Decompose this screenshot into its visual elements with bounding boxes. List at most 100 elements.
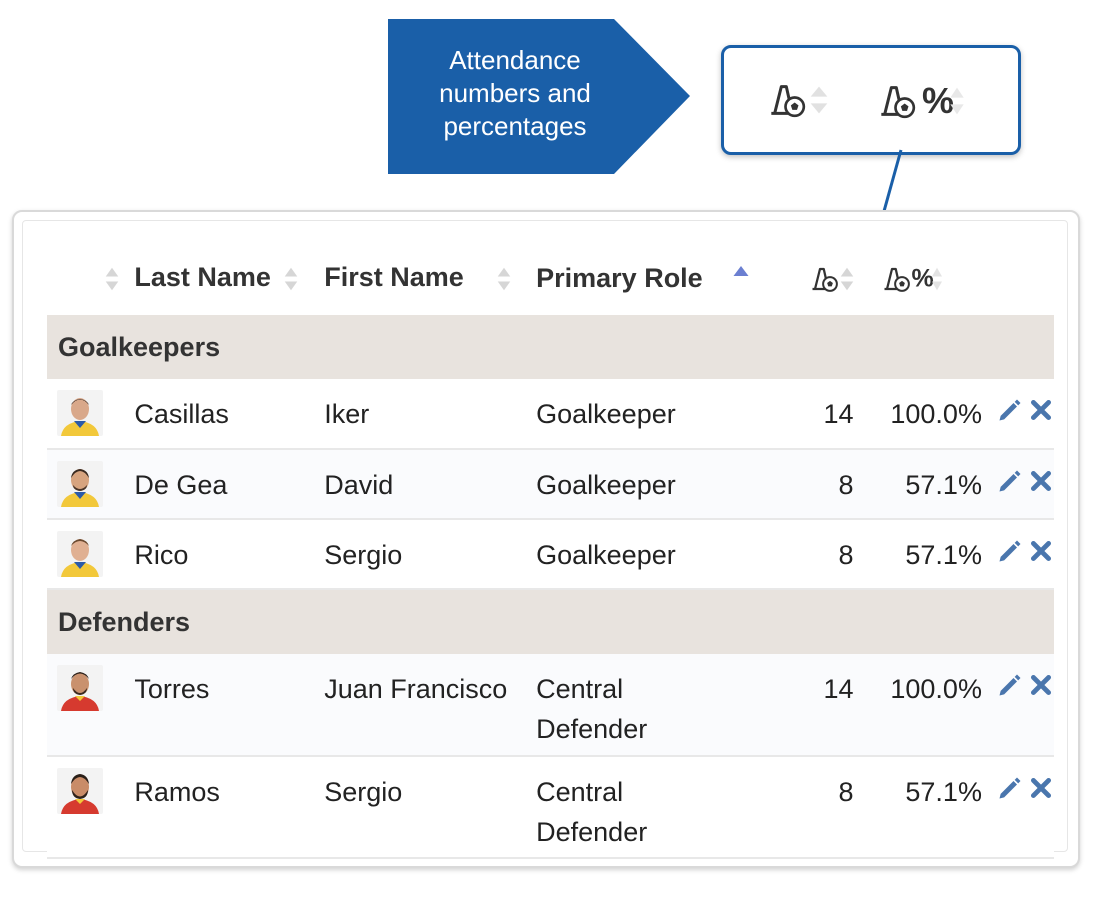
actions-cell bbox=[981, 379, 1054, 450]
first-name-cell: Sergio bbox=[324, 519, 537, 590]
delete-x-icon[interactable] bbox=[1028, 467, 1054, 495]
player-avatar-icon bbox=[57, 531, 103, 577]
group-label: Goalkeepers bbox=[47, 315, 1054, 379]
roster-panel: Last Name First Name Primary Role bbox=[12, 210, 1080, 868]
role-cell: Goalkeeper bbox=[536, 449, 785, 520]
actions-cell bbox=[981, 449, 1054, 520]
table-row[interactable]: Torres Juan Francisco Central Defender 1… bbox=[47, 654, 1054, 757]
last-name: De Gea bbox=[134, 470, 228, 500]
first-name-cell: Juan Francisco bbox=[324, 654, 537, 757]
player-photo-cell bbox=[47, 654, 135, 757]
actions-cell bbox=[981, 756, 1054, 859]
group-label: Defenders bbox=[47, 589, 1054, 654]
zoom-percent-label: % bbox=[922, 80, 955, 121]
edit-pencil-icon[interactable] bbox=[996, 537, 1024, 565]
zoom-attendance-header bbox=[768, 80, 830, 120]
player-photo-cell bbox=[47, 379, 135, 450]
header-last-name[interactable]: Last Name bbox=[134, 241, 324, 315]
table-row[interactable]: Ramos Sergio Central Defender 8 57.1% bbox=[47, 756, 1054, 859]
primary-role: Goalkeeper bbox=[536, 470, 676, 500]
player-photo-cell bbox=[47, 449, 135, 520]
avatar bbox=[57, 390, 103, 436]
callout-text: Attendance numbers and percentages bbox=[388, 44, 642, 143]
group-row-defenders: Defenders bbox=[47, 589, 1054, 654]
edit-pencil-icon[interactable] bbox=[996, 671, 1024, 699]
delete-x-icon[interactable] bbox=[1028, 671, 1054, 699]
first-name: Sergio bbox=[324, 540, 403, 570]
table-header-row: Last Name First Name Primary Role bbox=[47, 241, 1054, 315]
edit-pencil-icon[interactable] bbox=[996, 467, 1024, 495]
header-last-name-label: Last Name bbox=[134, 262, 271, 293]
header-primary-role-label: Primary Role bbox=[536, 262, 703, 293]
attendance-cell: 8 bbox=[784, 449, 854, 520]
delete-x-icon[interactable] bbox=[1028, 537, 1054, 565]
cone-ball-icon bbox=[771, 85, 806, 118]
player-avatar-icon bbox=[57, 390, 103, 436]
attendance-percent: 100.0% bbox=[890, 674, 982, 704]
primary-role: Goalkeeper bbox=[536, 399, 676, 429]
sort-arrows-icon bbox=[840, 267, 853, 291]
first-name-cell: Sergio bbox=[324, 756, 537, 859]
attendance-cell: 8 bbox=[784, 519, 854, 590]
table-row[interactable]: Casillas Iker Goalkeeper 14 100.0% bbox=[47, 379, 1054, 450]
cone-ball-icon bbox=[884, 267, 910, 292]
header-photo[interactable] bbox=[47, 241, 134, 315]
sort-arrows-icon bbox=[105, 267, 119, 291]
primary-role: Goalkeeper bbox=[536, 540, 676, 570]
sort-arrows-icon bbox=[931, 267, 942, 291]
header-first-name-label: First Name bbox=[324, 262, 464, 293]
sort-arrows-icon bbox=[950, 87, 964, 115]
roster-table: Last Name First Name Primary Role bbox=[47, 241, 1054, 859]
player-photo-cell bbox=[47, 756, 135, 859]
cone-ball-icon bbox=[881, 86, 916, 119]
group-row-goalkeepers: Goalkeepers bbox=[47, 315, 1054, 379]
roster-panel-inner: Last Name First Name Primary Role bbox=[22, 220, 1068, 859]
primary-role-line-1: Central bbox=[536, 777, 624, 807]
header-attendance-percent[interactable]: % bbox=[854, 241, 982, 315]
role-cell: Goalkeeper bbox=[536, 519, 785, 590]
percent-cell: 57.1% bbox=[853, 756, 982, 859]
last-name-cell: Rico bbox=[134, 519, 325, 590]
sort-arrows-icon bbox=[810, 86, 828, 114]
first-name-cell: Iker bbox=[324, 379, 537, 450]
last-name-cell: Ramos bbox=[134, 756, 325, 859]
callout-line-1: Attendance bbox=[449, 45, 581, 75]
primary-role-line-2: Defender bbox=[536, 817, 648, 847]
header-first-name[interactable]: First Name bbox=[324, 241, 536, 315]
sort-ascending-icon bbox=[733, 265, 749, 276]
player-avatar-icon bbox=[57, 461, 103, 507]
attendance-cell: 14 bbox=[784, 379, 854, 450]
table-row[interactable]: De Gea David Goalkeeper 8 57.1% bbox=[47, 449, 1054, 520]
cone-ball-icon bbox=[812, 267, 838, 292]
edit-pencil-icon[interactable] bbox=[996, 774, 1024, 802]
header-percent-label: % bbox=[911, 264, 934, 293]
last-name: Torres bbox=[134, 674, 210, 704]
last-name-cell: Torres bbox=[134, 654, 325, 757]
header-attendance[interactable] bbox=[785, 241, 854, 315]
percent-cell: 100.0% bbox=[853, 379, 982, 450]
primary-role-line-2: Defender bbox=[536, 714, 648, 744]
callout-arrow-shape bbox=[388, 19, 690, 174]
percent-cell: 57.1% bbox=[853, 449, 982, 520]
primary-role: Central Defender bbox=[536, 757, 785, 852]
attendance-count: 8 bbox=[838, 540, 854, 570]
edit-pencil-icon[interactable] bbox=[996, 396, 1024, 424]
last-name-cell: Casillas bbox=[134, 379, 325, 450]
header-primary-role[interactable]: Primary Role bbox=[536, 241, 785, 315]
attendance-count: 14 bbox=[823, 674, 854, 704]
avatar bbox=[57, 665, 103, 711]
table-row[interactable]: Rico Sergio Goalkeeper 8 57.1% bbox=[47, 519, 1054, 590]
attendance-percent: 57.1% bbox=[905, 540, 982, 570]
actions-cell bbox=[981, 519, 1054, 590]
role-cell: Central Defender bbox=[536, 756, 785, 859]
attendance-percent: 57.1% bbox=[905, 777, 982, 807]
attendance-cell: 14 bbox=[784, 654, 854, 757]
role-cell: Goalkeeper bbox=[536, 379, 785, 450]
primary-role-line-1: Central bbox=[536, 674, 624, 704]
percent-cell: 57.1% bbox=[853, 519, 982, 590]
delete-x-icon[interactable] bbox=[1028, 396, 1054, 424]
percent-cell: 100.0% bbox=[853, 654, 982, 757]
player-photo-cell bbox=[47, 519, 135, 590]
delete-x-icon[interactable] bbox=[1028, 774, 1054, 802]
actions-cell bbox=[981, 654, 1054, 757]
